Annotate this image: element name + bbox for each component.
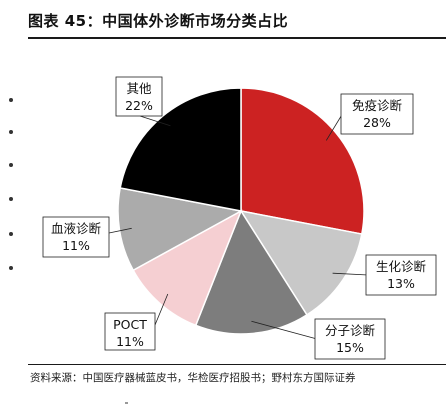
slice-value-label: 11%: [116, 334, 144, 349]
slice-name-label: 生化诊断: [376, 259, 426, 274]
leader-line-4: [154, 293, 169, 326]
slice-value-label: 15%: [336, 340, 364, 355]
slice-value-label: 22%: [125, 98, 153, 113]
callout-box-2: [365, 254, 437, 296]
leader-line-5: [108, 227, 132, 234]
slice-name-label: 免疫诊断: [352, 98, 402, 113]
slice-name-label: 其他: [126, 81, 152, 96]
leader-line-2: [332, 272, 369, 276]
footer-mark: [125, 402, 128, 404]
pie-slice-1: [240, 87, 365, 235]
pie-slice-3: [194, 209, 308, 335]
callout-box-4: [104, 312, 156, 351]
slice-value-label: 13%: [387, 276, 415, 291]
pie-slice-6: [119, 87, 242, 212]
source-divider: [28, 364, 446, 365]
edge-dot: [9, 232, 13, 236]
edge-dot: [9, 98, 13, 102]
callout-box-1: [340, 93, 414, 135]
pie-slice-5: [117, 187, 244, 272]
chart-title: 图表 45：中国体外诊断市场分类占比: [28, 12, 289, 30]
leader-line-1: [325, 112, 344, 141]
leader-line-6: [139, 115, 171, 127]
slice-name-label: 血液诊断: [51, 221, 101, 236]
pie-slice-4: [132, 209, 243, 327]
callout-labels: 免疫诊断 28% 生化诊断 13% 分子诊断 15% POCT 11% 血液诊断 11% 其他 22%: [42, 76, 437, 360]
edge-dot: [9, 130, 13, 134]
pie-slice-2: [239, 209, 363, 316]
title-divider: [28, 37, 446, 39]
slice-value-label: 11%: [62, 238, 90, 253]
slice-value-label: 28%: [363, 115, 391, 130]
callout-box-3: [314, 318, 386, 360]
callout-box-5: [42, 216, 110, 258]
edge-dot: [9, 163, 13, 167]
source-note: 资料来源：中国医疗器械蓝皮书，华检医疗招股书；野村东方国际证券: [30, 372, 356, 384]
slice-name-label: POCT: [113, 317, 147, 332]
leader-line-3: [251, 320, 318, 340]
pie-slices: [117, 87, 365, 335]
callout-box-6: [115, 76, 163, 117]
edge-dot: [9, 266, 13, 270]
edge-dot: [9, 197, 13, 201]
slice-name-label: 分子诊断: [325, 323, 375, 338]
callout-leader-lines: [108, 112, 369, 340]
